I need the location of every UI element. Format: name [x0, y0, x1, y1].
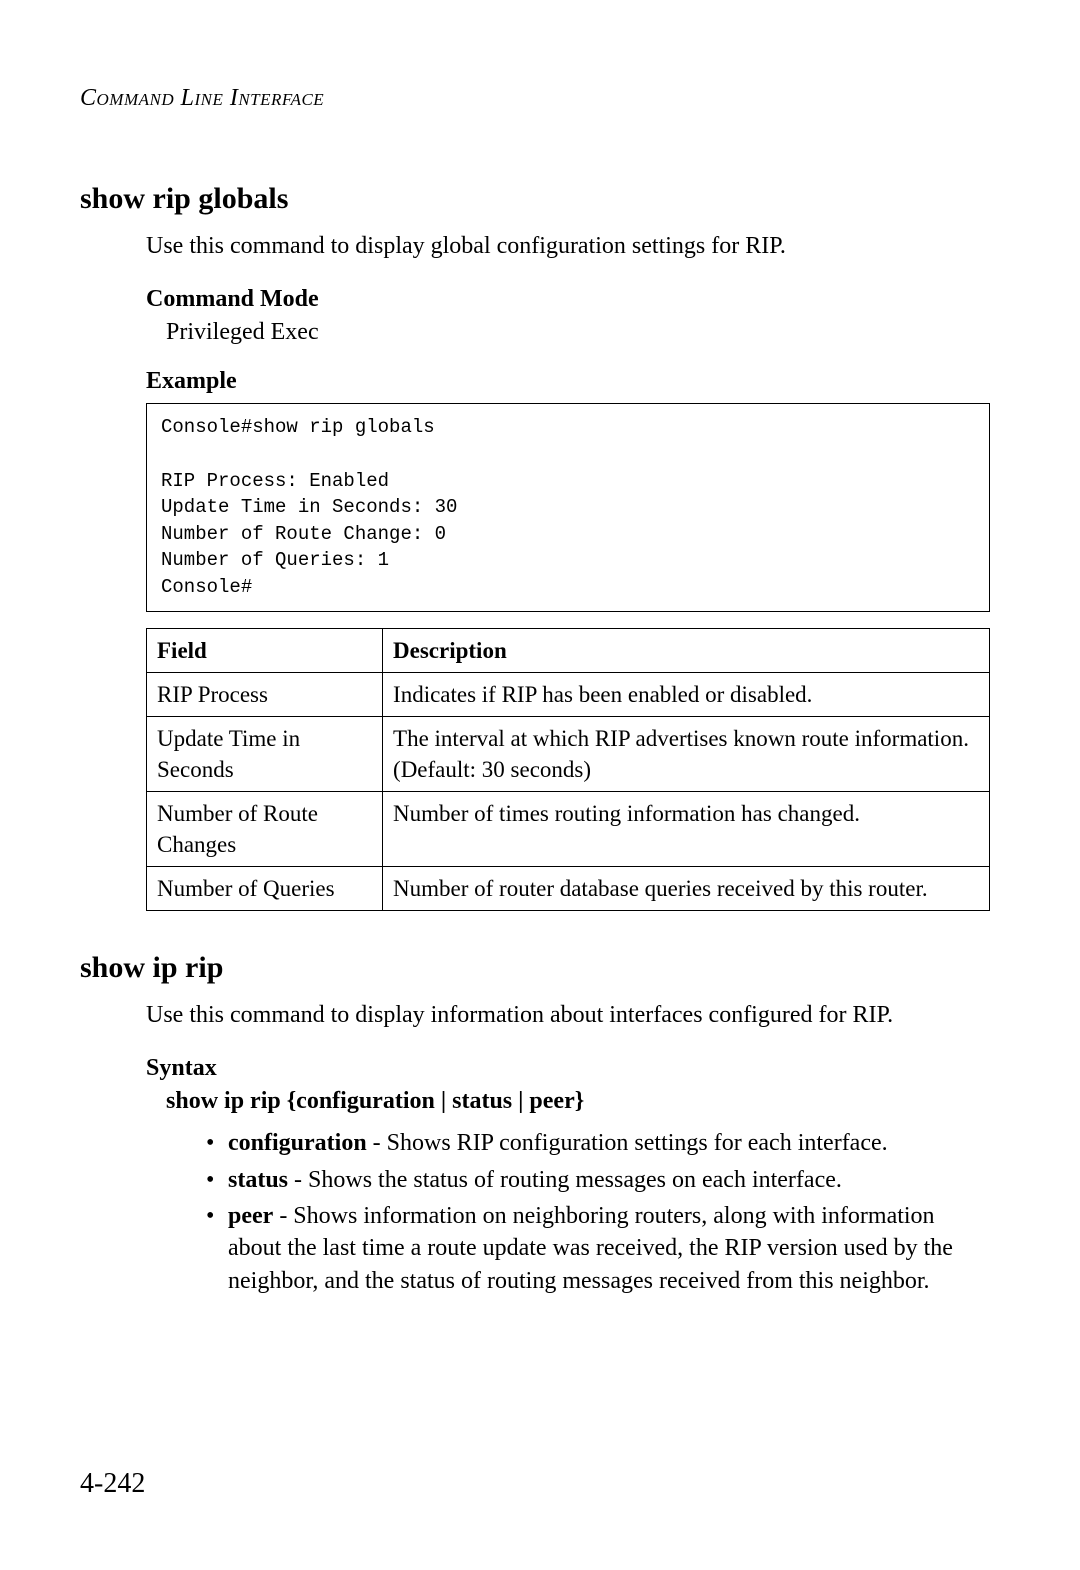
- option-text: - Shows the status of routing messages o…: [288, 1167, 842, 1193]
- running-header: Command Line Interface: [80, 85, 990, 112]
- list-item: peer - Shows information on neighboring …: [206, 1200, 990, 1297]
- field-description-table: Field Description RIP Process Indicates …: [146, 628, 990, 911]
- table-cell-description: Indicates if RIP has been enabled or dis…: [383, 672, 990, 716]
- option-text: - Shows information on neighboring route…: [228, 1203, 953, 1294]
- syntax-options-list: configuration - Shows RIP configuration …: [206, 1127, 990, 1297]
- table-row: Number of Queries Number of router datab…: [147, 866, 990, 910]
- section2-description: Use this command to display information …: [146, 999, 990, 1031]
- table-row: Update Time in Seconds The interval at w…: [147, 716, 990, 791]
- table-cell-field: Number of Route Changes: [147, 791, 383, 866]
- section1-body: Use this command to display global confi…: [146, 230, 990, 911]
- section1-description: Use this command to display global confi…: [146, 230, 990, 262]
- command-mode-label: Command Mode: [146, 286, 990, 313]
- list-item: configuration - Shows RIP configuration …: [206, 1127, 990, 1159]
- example-code-block: Console#show rip globals RIP Process: En…: [146, 403, 990, 611]
- option-name: configuration: [228, 1130, 367, 1156]
- table-cell-field: RIP Process: [147, 672, 383, 716]
- list-item: status - Shows the status of routing mes…: [206, 1164, 990, 1196]
- table-header-row: Field Description: [147, 628, 990, 672]
- section2-body: Use this command to display information …: [146, 999, 990, 1297]
- page-number: 4-242: [80, 1468, 145, 1500]
- table-cell-description: The interval at which RIP advertises kno…: [383, 716, 990, 791]
- syntax-line: show ip rip {configuration | status | pe…: [166, 1088, 990, 1115]
- table-row: Number of Route Changes Number of times …: [147, 791, 990, 866]
- table-cell-field: Update Time in Seconds: [147, 716, 383, 791]
- table-row: RIP Process Indicates if RIP has been en…: [147, 672, 990, 716]
- example-label: Example: [146, 368, 990, 395]
- syntax-label: Syntax: [146, 1055, 990, 1082]
- table-header-description: Description: [383, 628, 990, 672]
- table-cell-description: Number of times routing information has …: [383, 791, 990, 866]
- table-cell-description: Number of router database queries receiv…: [383, 866, 990, 910]
- table-header-field: Field: [147, 628, 383, 672]
- command-mode-value: Privileged Exec: [166, 319, 990, 346]
- table-cell-field: Number of Queries: [147, 866, 383, 910]
- option-name: peer: [228, 1203, 273, 1229]
- page: Command Line Interface show rip globals …: [0, 0, 1080, 1570]
- option-text: - Shows RIP configuration settings for e…: [367, 1130, 888, 1156]
- section-heading-show-ip-rip: show ip rip: [80, 951, 990, 985]
- option-name: status: [228, 1167, 288, 1193]
- section-heading-show-rip-globals: show rip globals: [80, 182, 990, 216]
